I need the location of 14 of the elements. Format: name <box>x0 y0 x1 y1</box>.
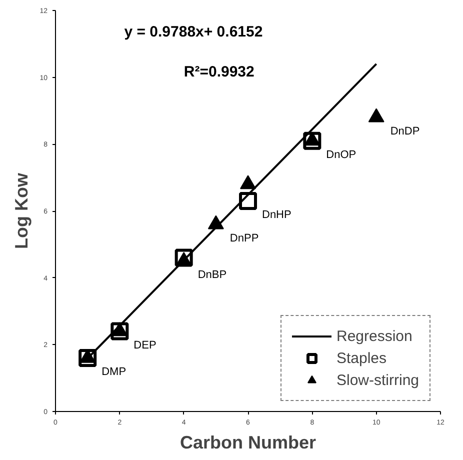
annotation: R²=0.9932 <box>184 64 254 81</box>
annotation: DMP <box>102 366 126 378</box>
legend-label: Staples <box>336 350 387 366</box>
annotation: DnPP <box>230 232 259 244</box>
legend-label: Regression <box>336 328 412 344</box>
legend-label: Slow-stirring <box>336 372 419 388</box>
annotation: DnDP <box>390 125 420 138</box>
annotation: DEP <box>134 339 156 352</box>
x-axis-title: Carbon Number <box>180 432 316 452</box>
annotation: DnHP <box>262 208 292 221</box>
annotation: DnOP <box>326 148 356 161</box>
y-axis-title: Log Kow <box>12 172 32 249</box>
annotation: y = 0.9788x+ 0.6152 <box>124 24 263 41</box>
annotation: DnBP <box>198 269 227 282</box>
